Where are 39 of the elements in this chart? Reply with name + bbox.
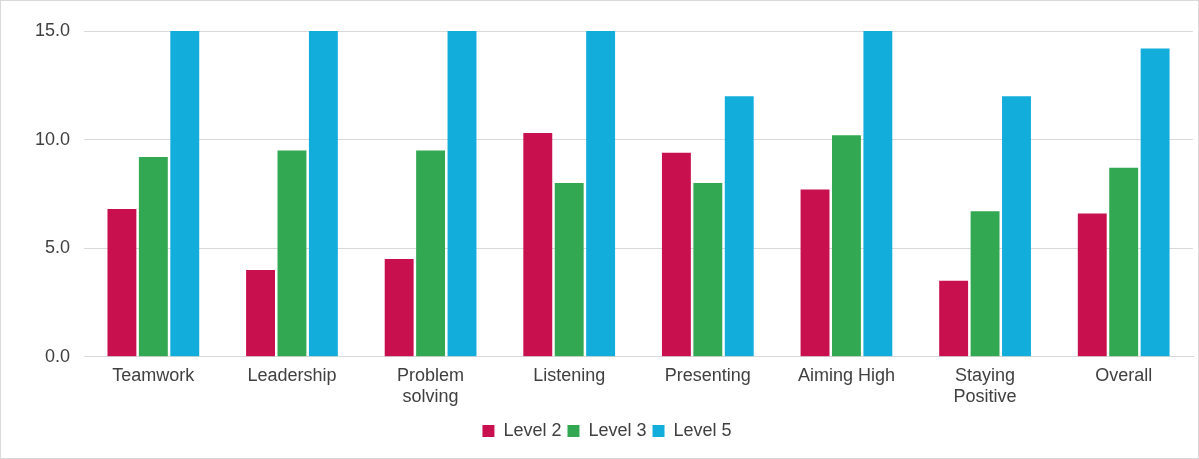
bar xyxy=(107,209,137,357)
y-tick-label: 5.0 xyxy=(45,237,71,258)
bar xyxy=(308,31,338,357)
bar xyxy=(1140,48,1170,357)
x-tick-label: Leadership xyxy=(247,364,337,385)
x-tick-label: Overall xyxy=(1095,364,1153,385)
x-tick-label: Presenting xyxy=(664,364,751,385)
x-tick-label: Listening xyxy=(533,364,606,385)
x-tick-label: Staying Positive xyxy=(953,364,1017,407)
x-tick-label: Problem solving xyxy=(397,364,465,407)
bar xyxy=(693,183,723,357)
bar xyxy=(138,156,168,357)
bar xyxy=(554,183,584,357)
bar xyxy=(1077,213,1107,357)
x-tick-label: Aiming High xyxy=(797,364,895,385)
bar xyxy=(586,31,616,357)
bar xyxy=(523,133,553,357)
bar xyxy=(384,259,414,357)
bar xyxy=(661,152,691,357)
legend-label: Level 3 xyxy=(588,419,647,440)
bar xyxy=(863,31,893,357)
bar xyxy=(277,150,307,357)
legend-label: Level 2 xyxy=(503,419,562,440)
bar xyxy=(800,189,830,357)
bar xyxy=(724,96,754,357)
legend-label: Level 5 xyxy=(673,419,732,440)
bar xyxy=(970,211,1000,357)
bar xyxy=(416,150,446,357)
bar xyxy=(246,269,275,357)
bar xyxy=(447,31,477,357)
y-tick-label: 10.0 xyxy=(34,128,71,149)
bar xyxy=(1109,167,1139,357)
y-tick-label: 15.0 xyxy=(34,19,71,40)
x-tick-label: Teamwork xyxy=(112,364,196,385)
y-tick-label: 0.0 xyxy=(45,345,71,366)
bar xyxy=(1002,96,1031,357)
bar xyxy=(170,31,200,357)
bar xyxy=(831,135,861,357)
bar xyxy=(939,280,969,357)
